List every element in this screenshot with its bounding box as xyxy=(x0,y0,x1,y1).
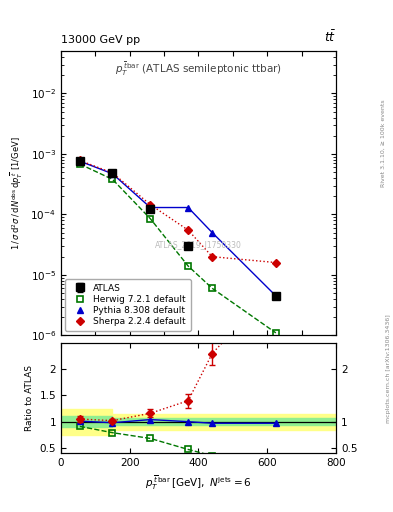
Line: Herwig 7.2.1 default: Herwig 7.2.1 default xyxy=(76,161,279,336)
Herwig 7.2.1 default xyxy=(77,161,82,167)
Pythia 8.308 default xyxy=(210,229,215,236)
Pythia 8.308 default xyxy=(186,204,191,210)
Pythia 8.308 default xyxy=(110,170,115,177)
Text: mcplots.cern.ch [arXiv:1306.3436]: mcplots.cern.ch [arXiv:1306.3436] xyxy=(386,314,391,423)
Text: $p_T^{\,\overline{t\!}\,\mathrm{bar}}$ (ATLAS semileptonic ttbar): $p_T^{\,\overline{t\!}\,\mathrm{bar}}$ (… xyxy=(115,60,282,78)
X-axis label: $p^{\,\overline{t}\,\mathrm{bar}}_T\,[\mathrm{GeV}],\;N^{\mathrm{jets}}=6$: $p^{\,\overline{t}\,\mathrm{bar}}_T\,[\m… xyxy=(145,474,252,492)
Y-axis label: $1\,/\,\sigma\,\mathrm{d}^2\sigma\,/\,\mathrm{d}N^\mathrm{obs}\,\mathrm{d}p^{\,\: $1\,/\,\sigma\,\mathrm{d}^2\sigma\,/\,\m… xyxy=(9,137,25,250)
Sherpa 2.2.4 default xyxy=(274,260,278,266)
Text: 13000 GeV pp: 13000 GeV pp xyxy=(61,35,140,45)
Line: Sherpa 2.2.4 default: Sherpa 2.2.4 default xyxy=(77,158,279,265)
Sherpa 2.2.4 default xyxy=(77,157,82,163)
Sherpa 2.2.4 default xyxy=(210,253,215,260)
Sherpa 2.2.4 default xyxy=(186,227,191,233)
Legend: ATLAS, Herwig 7.2.1 default, Pythia 8.308 default, Sherpa 2.2.4 default: ATLAS, Herwig 7.2.1 default, Pythia 8.30… xyxy=(65,279,191,331)
Herwig 7.2.1 default xyxy=(110,176,115,182)
Line: Pythia 8.308 default: Pythia 8.308 default xyxy=(76,158,279,300)
Pythia 8.308 default xyxy=(77,158,82,164)
Herwig 7.2.1 default xyxy=(274,330,278,336)
Pythia 8.308 default xyxy=(148,204,152,210)
Sherpa 2.2.4 default xyxy=(110,170,115,176)
Herwig 7.2.1 default xyxy=(210,285,215,291)
Pythia 8.308 default xyxy=(274,293,278,299)
Herwig 7.2.1 default xyxy=(148,216,152,222)
Sherpa 2.2.4 default xyxy=(148,202,152,208)
Text: $t\bar{t}$: $t\bar{t}$ xyxy=(324,30,336,45)
Y-axis label: Ratio to ATLAS: Ratio to ATLAS xyxy=(25,365,34,431)
Herwig 7.2.1 default xyxy=(186,263,191,269)
Text: ATLAS_2019_I1750330: ATLAS_2019_I1750330 xyxy=(155,240,242,249)
Text: Rivet 3.1.10, ≥ 100k events: Rivet 3.1.10, ≥ 100k events xyxy=(381,99,386,187)
